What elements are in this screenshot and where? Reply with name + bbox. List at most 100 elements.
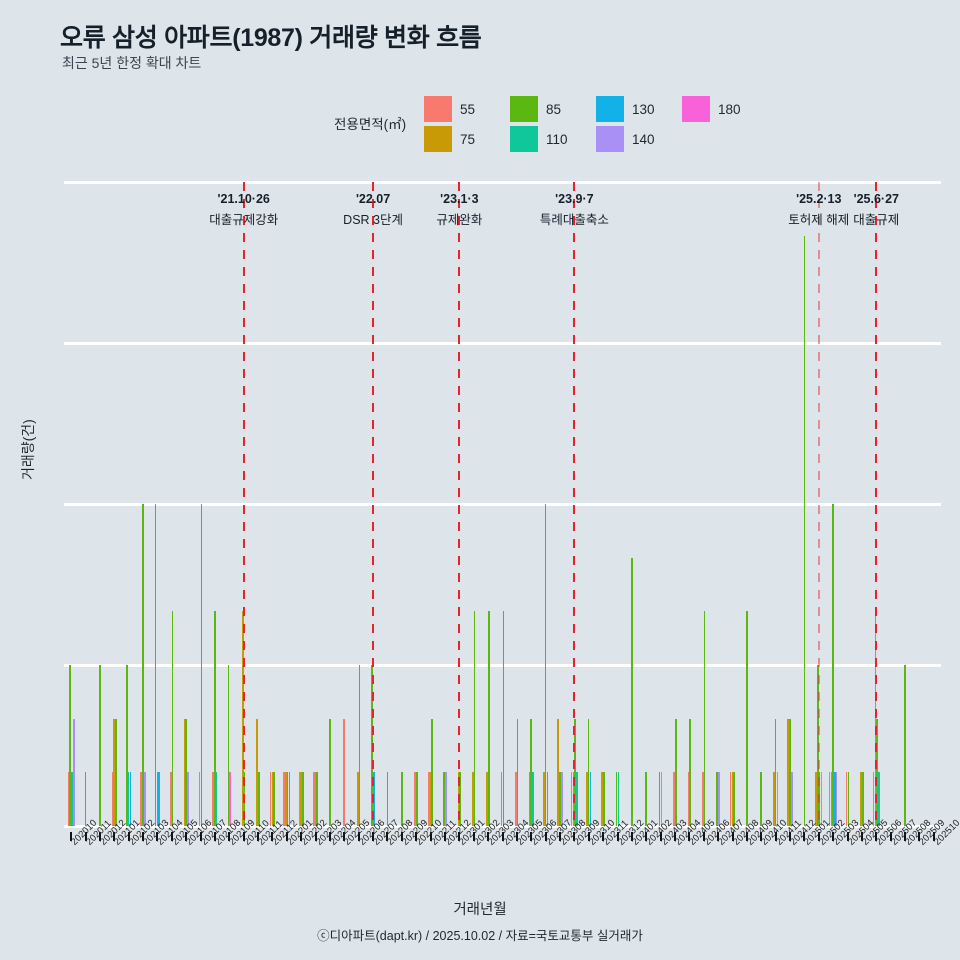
bar-202508-85[interactable]	[904, 665, 906, 826]
bar-202203-85[interactable]	[316, 772, 319, 826]
bar-202504-85[interactable]	[847, 772, 850, 826]
bar-202312-85[interactable]	[615, 772, 618, 826]
bar-202111-75[interactable]	[256, 718, 258, 826]
bar-202212-85[interactable]	[443, 772, 445, 826]
bar-202201-55[interactable]	[283, 772, 285, 826]
bar-202106-140[interactable]	[187, 772, 189, 826]
bar-202503-130[interactable]	[834, 772, 836, 826]
bar-202104-110[interactable]	[156, 772, 159, 826]
bar-202410-85[interactable]	[760, 772, 762, 826]
bar-202108-55[interactable]	[212, 772, 214, 826]
legend-item-110[interactable]: 110	[510, 124, 596, 154]
legend-item-180[interactable]: 180	[682, 94, 768, 124]
bar-202305-85[interactable]	[516, 718, 519, 826]
bar-202409-85[interactable]	[746, 611, 748, 826]
bar-202412-140[interactable]	[790, 772, 793, 826]
bar-202112-85[interactable]	[273, 772, 275, 826]
bar-202504-55[interactable]	[845, 772, 848, 826]
bar-202308-85[interactable]	[559, 772, 561, 826]
bar-202402-85[interactable]	[645, 772, 647, 826]
bar-202308-140[interactable]	[560, 772, 563, 826]
bar-202503-85[interactable]	[832, 504, 834, 826]
bar-202105-55[interactable]	[170, 772, 172, 826]
bar-202206-85[interactable]	[358, 665, 361, 826]
bar-202203-75[interactable]	[314, 772, 317, 826]
bar-202201-85[interactable]	[286, 772, 289, 826]
bar-202012-85[interactable]	[99, 665, 101, 826]
bar-202104-85[interactable]	[154, 504, 157, 826]
bar-202108-110[interactable]	[215, 772, 218, 826]
bar-202212-140[interactable]	[444, 772, 447, 826]
bar-202307-75[interactable]	[542, 772, 545, 826]
bar-202405-55[interactable]	[687, 772, 690, 826]
bar-202103-85[interactable]	[142, 504, 144, 826]
legend-item-85[interactable]: 85	[510, 94, 596, 124]
bar-202309-55[interactable]	[570, 772, 573, 826]
bar-202311-85[interactable]	[603, 772, 605, 826]
bar-202403-140[interactable]	[660, 772, 663, 826]
bar-202309-110[interactable]	[576, 772, 578, 826]
bar-202411-85[interactable]	[774, 718, 777, 826]
bar-202307-110[interactable]	[546, 772, 549, 826]
bar-202306-85[interactable]	[530, 718, 532, 826]
bar-202202-85[interactable]	[302, 772, 304, 826]
legend-item-130[interactable]: 130	[596, 94, 682, 124]
legend-item-75[interactable]: 75	[424, 124, 510, 154]
bar-202506-55[interactable]	[872, 772, 875, 826]
bar-202211-85[interactable]	[431, 718, 434, 826]
bar-202401-85[interactable]	[631, 557, 633, 826]
bar-202103-55[interactable]	[140, 772, 143, 826]
bar-202503-75[interactable]	[830, 772, 833, 826]
bar-202408-75[interactable]	[731, 772, 734, 826]
bar-202407-85[interactable]	[716, 772, 718, 826]
bar-202202-75[interactable]	[300, 772, 302, 826]
bar-202407-140[interactable]	[718, 772, 720, 826]
bar-202210-55[interactable]	[414, 772, 417, 826]
bar-202206-75[interactable]	[356, 772, 359, 826]
bar-202203-55[interactable]	[312, 772, 315, 826]
bar-202304-75[interactable]	[500, 772, 503, 826]
bar-202302-75[interactable]	[471, 772, 474, 826]
bar-202101-85[interactable]	[115, 718, 117, 826]
bar-202303-85[interactable]	[488, 611, 490, 826]
bar-202112-55[interactable]	[269, 772, 272, 826]
bar-202411-140[interactable]	[776, 772, 779, 826]
bar-202404-55[interactable]	[673, 772, 675, 826]
bar-202505-75[interactable]	[860, 772, 862, 826]
bar-202211-55[interactable]	[427, 772, 430, 826]
bar-202109-180[interactable]	[229, 772, 231, 826]
bar-202109-85[interactable]	[227, 665, 230, 826]
bar-202306-110[interactable]	[532, 772, 534, 826]
bar-202202-55[interactable]	[298, 772, 301, 826]
bar-202411-75[interactable]	[773, 772, 775, 826]
bar-202503-55[interactable]	[828, 772, 831, 826]
bar-202210-85[interactable]	[416, 772, 418, 826]
bar-202010-110[interactable]	[71, 772, 73, 826]
bar-202406-55[interactable]	[702, 772, 704, 826]
bar-202101-75[interactable]	[113, 718, 116, 826]
bar-202211-75[interactable]	[429, 772, 432, 826]
bar-202311-75[interactable]	[601, 772, 603, 826]
bar-202312-110[interactable]	[617, 772, 620, 826]
bar-202506-110[interactable]	[878, 772, 880, 826]
bar-202307-85[interactable]	[544, 504, 547, 826]
bar-202308-75[interactable]	[557, 718, 559, 826]
bar-202412-85[interactable]	[789, 718, 791, 826]
bar-202310-130[interactable]	[589, 772, 592, 826]
bar-202103-140[interactable]	[143, 772, 146, 826]
bar-202010-140[interactable]	[72, 718, 75, 826]
bar-202408-55[interactable]	[729, 772, 732, 826]
bar-202404-85[interactable]	[675, 718, 677, 826]
bar-202503-140[interactable]	[835, 772, 838, 826]
bar-202502-140[interactable]	[820, 772, 823, 826]
bar-202208-85[interactable]	[386, 772, 389, 826]
bar-202104-130[interactable]	[158, 772, 160, 826]
bar-202412-75[interactable]	[787, 718, 789, 826]
bar-202405-85[interactable]	[689, 718, 691, 826]
bar-202111-85[interactable]	[258, 772, 260, 826]
legend-item-55[interactable]: 55	[424, 94, 510, 124]
bar-202302-85[interactable]	[473, 611, 476, 826]
legend-item-140[interactable]: 140	[596, 124, 682, 154]
bar-202108-85[interactable]	[214, 611, 216, 826]
bar-202201-75[interactable]	[285, 772, 287, 826]
